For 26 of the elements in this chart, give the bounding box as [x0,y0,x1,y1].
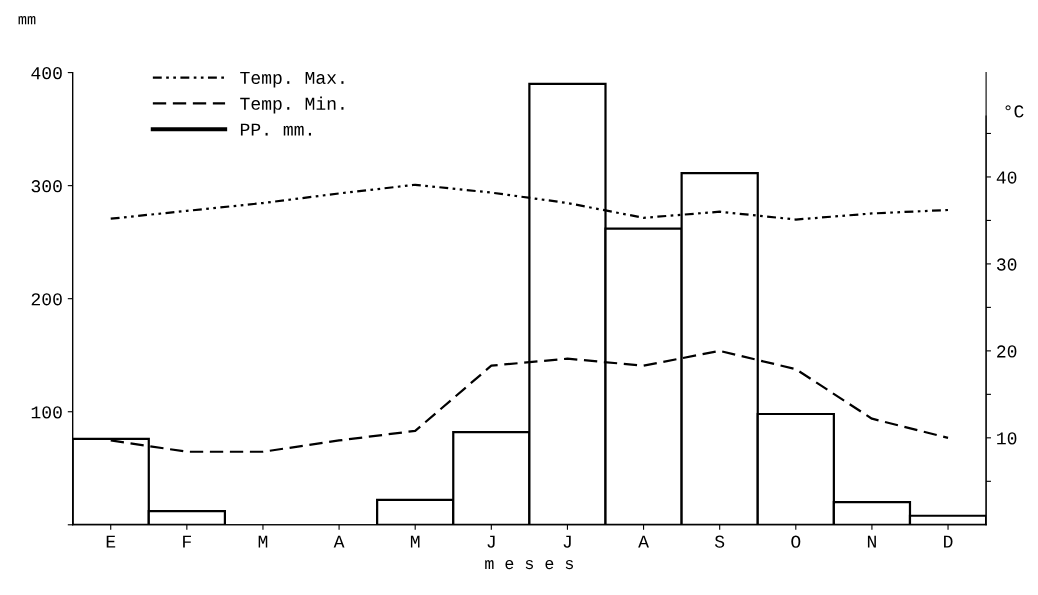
x-axis-title: m e s e s [485,560,574,570]
y-tick-label: 200 [31,293,62,306]
x-tick-label: J [487,535,495,548]
legend-label: PP. mm. [240,123,311,136]
x-tick-label: F [183,535,191,548]
x-tick-label: A [333,535,345,548]
y2-tick-label: 40 [996,171,1017,184]
x-tick-label: N [867,535,876,548]
legend-label: Temp. Min. [240,96,344,114]
x-tick-label: M [258,535,268,548]
legend-label: Temp. Max. [240,71,344,88]
y-axis-title: mm [18,15,36,25]
x-tick-label: M [410,535,420,548]
x-tick-label: J [563,535,571,548]
x-tick-label: E [106,535,116,548]
x-tick-label: S [714,535,725,548]
y2-tick-label: 10 [997,432,1017,445]
x-tick-label: D [944,535,953,548]
y-tick-label: 100 [31,406,62,419]
x-tick-label: O [791,535,801,548]
y2-tick-label: 20 [997,345,1017,358]
x-tick-label: A [638,535,649,548]
y-tick-label: 400 [31,67,62,80]
y-tick-label: 300 [31,180,62,193]
y2-axis-title: °C [1005,105,1024,118]
y2-tick-label: 30 [996,258,1017,271]
